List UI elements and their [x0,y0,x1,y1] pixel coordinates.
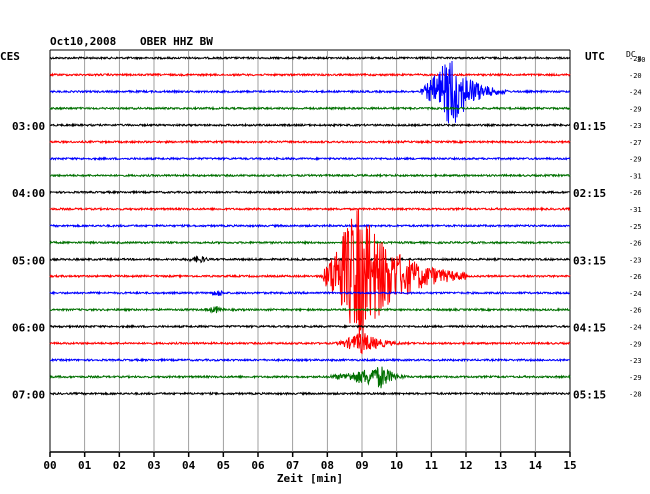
hour-label-left: 04:00 [12,187,45,200]
x-tick-label: 11 [425,459,439,472]
seismic-trace [49,255,571,264]
seismic-trace [49,366,571,389]
x-tick-label: 14 [529,459,543,472]
dc-offset-label: -29 [629,340,642,348]
hour-label-right: 03:15 [573,254,606,267]
dc-label: DC [626,50,636,59]
x-tick-label: 05 [217,459,230,472]
seismic-trace [49,139,571,145]
hour-label-right: 01:15 [573,120,606,133]
x-tick-label: 12 [459,459,472,472]
left-timezone: CES [0,50,20,63]
seismic-trace [49,156,571,162]
traces [49,55,571,397]
seismic-trace [49,55,571,61]
seismic-trace [49,357,571,363]
x-tick-label: 00 [43,459,56,472]
seismic-trace [49,306,571,314]
dc-subscript: 30 [637,56,645,64]
seismic-trace [49,206,571,212]
dc-offset-label: -31 [629,206,642,214]
seismic-trace [49,122,571,128]
labels: 00 01 02 03 04 05 06 07 08 09 10 11 12 13 14 15 -28 -20 -2… [12,55,642,472]
seismic-trace [49,105,571,111]
x-tick-label: 02 [113,459,126,472]
dc-offset-label: -26 [629,273,642,281]
x-tick-label: 15 [563,459,576,472]
dc-offset-label: -24 [629,323,642,331]
hour-label-right: 04:15 [573,321,606,334]
hour-label-right: 02:15 [573,187,606,200]
seismic-trace [49,172,571,179]
x-tick-label: 09 [355,459,368,472]
right-timezone: UTC [585,50,605,63]
dc-offset-label: -23 [629,256,642,264]
x-tick-label: 06 [251,459,265,472]
x-axis-label: Zeit [min] [277,472,343,485]
dc-offset-label: -24 [629,89,642,97]
header-station: OBER HHZ BW [140,35,213,48]
x-tick-label: 01 [78,459,92,472]
dc-offset-label: -23 [629,357,642,365]
dc-offset-label: -28 [629,55,642,63]
seismic-trace [49,223,571,229]
hour-label-left: 07:00 [12,389,45,402]
dc-offset-label: -20 [629,72,642,80]
dc-offset-label: -26 [629,307,642,315]
x-tick-label: 07 [286,459,299,472]
x-tick-label: 13 [494,459,507,472]
seismic-trace [49,333,571,355]
dc-offset-label: -23 [629,122,642,130]
seismic-trace [49,239,571,246]
header-date: Oct10,2008 [50,35,116,48]
x-tick-label: 10 [390,459,403,472]
x-tick-label: 08 [321,459,334,472]
seismic-trace [49,72,571,78]
dc-offset-label: -29 [629,374,642,382]
dc-offset-label: -28 [629,391,642,399]
seismic-trace [49,391,571,397]
seismic-trace [49,209,571,340]
hour-label-left: 06:00 [12,321,45,334]
dc-offset-label: -29 [629,105,642,113]
dc-offset-label: -29 [629,156,642,164]
hour-label-right: 05:15 [573,389,606,402]
seismic-trace [49,60,570,124]
seismic-trace [49,323,571,330]
grid [49,49,571,457]
seismic-trace [49,290,571,297]
x-tick-label: 03 [147,459,160,472]
dc-offset-label: -26 [629,189,642,197]
hour-label-left: 05:00 [12,254,45,267]
dc-offset-label: -24 [629,290,642,298]
dc-offset-label: -31 [629,172,642,180]
dc-offset-label: -26 [629,240,642,248]
seismic-trace [49,189,571,195]
hour-label-left: 03:00 [12,120,45,133]
x-tick-label: 04 [182,459,196,472]
dc-offset-label: -27 [629,139,642,147]
dc-offset-label: -25 [629,223,642,231]
